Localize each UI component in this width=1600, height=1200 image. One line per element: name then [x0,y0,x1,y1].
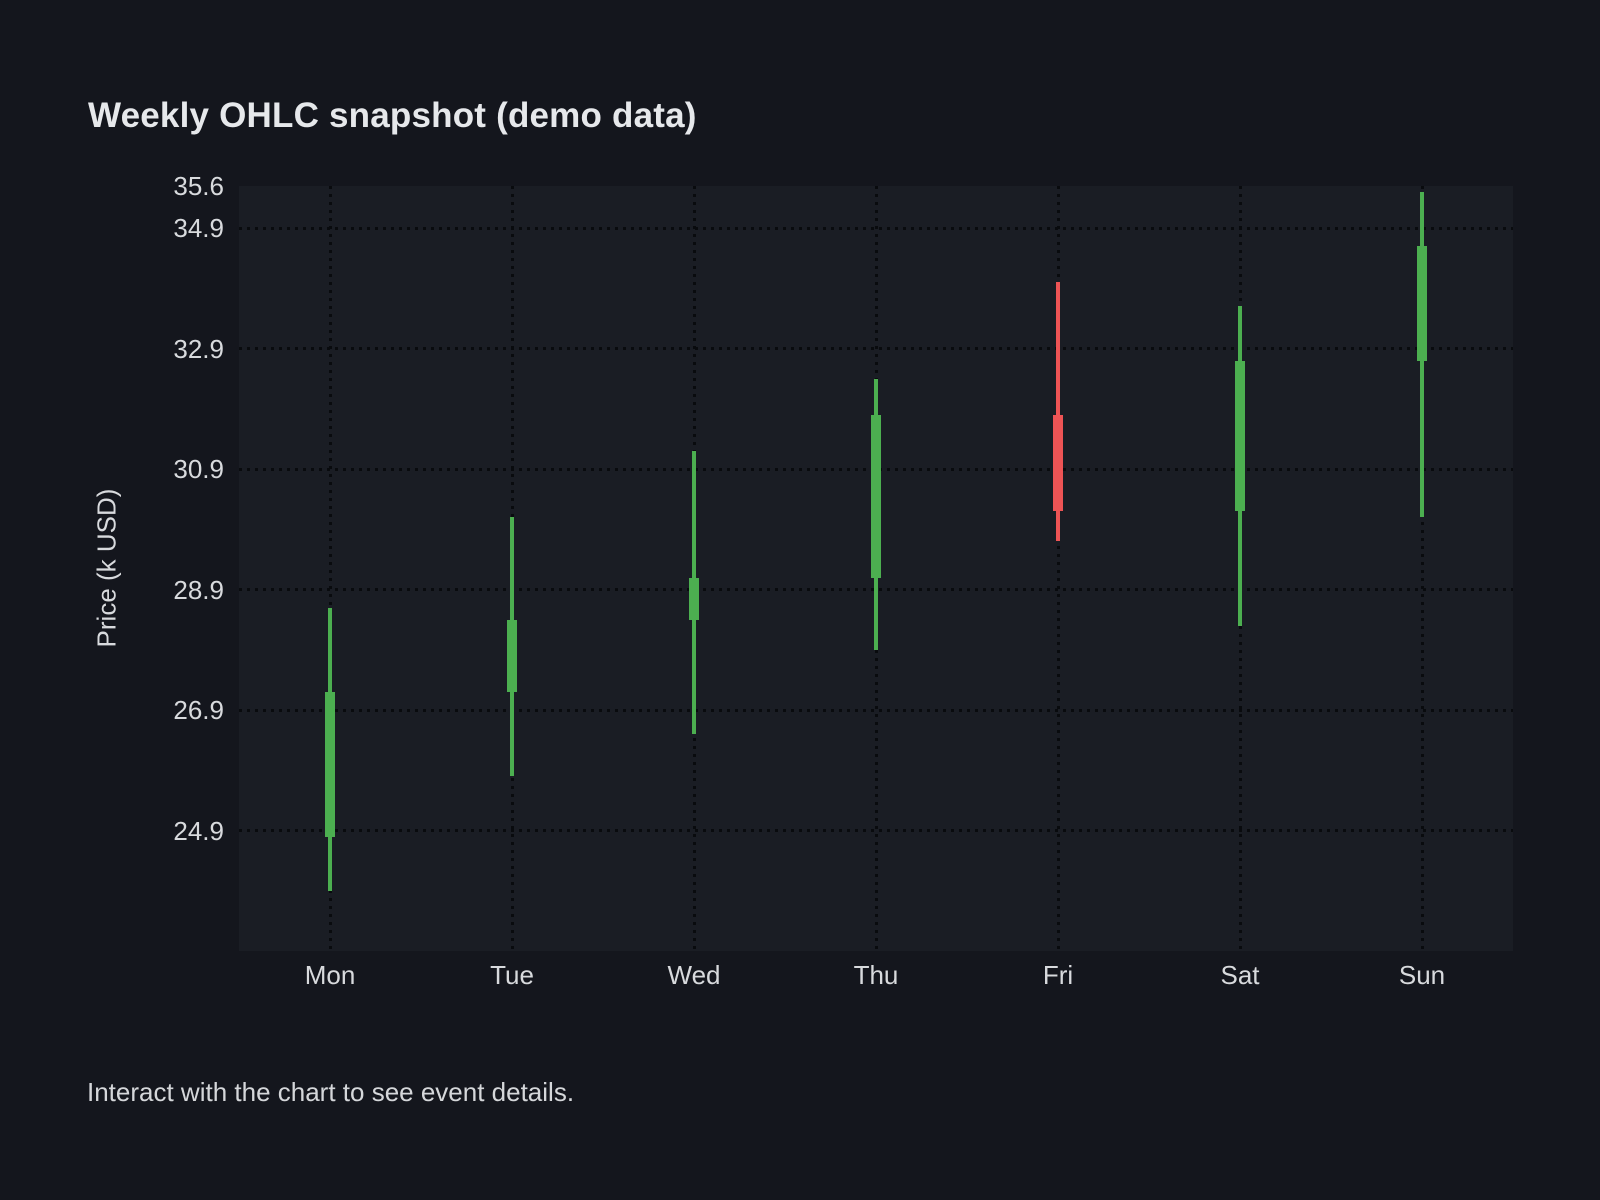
candle-body [325,691,335,837]
x-tick-label-fri: Fri [1042,960,1074,990]
chart-title: Weekly OHLC snapshot (demo data) [88,96,697,135]
x-tick-label-mon: Mon [304,960,356,990]
x-tick-label-tue: Tue [490,960,534,990]
x-tick-label-wed: Wed [667,960,721,990]
v-gridline [1420,186,1424,951]
y-tick-label: 30.9 [173,454,224,485]
candle-tue[interactable] [507,517,517,777]
y-tick-label: 35.6 [173,171,224,201]
y-axis-title: Price (k USD) [91,488,122,648]
candle-mon[interactable] [325,607,335,891]
y-tick-label: 24.9 [173,815,224,846]
v-gridline [328,186,332,951]
candle-body [507,619,517,692]
x-tick-label-thu: Thu [853,960,899,990]
candle-body [1417,246,1427,361]
y-tick-label: 26.9 [173,695,224,726]
footer-note: Interact with the chart to see event det… [87,1077,575,1107]
candle-fri[interactable] [1053,282,1063,542]
candle-body [1053,414,1063,512]
candle-wick [1056,282,1060,542]
y-tick-label: 32.9 [173,333,224,364]
candle-thu[interactable] [871,378,881,650]
candle-body [871,414,881,578]
y-tick-label: 28.9 [173,574,224,605]
x-tick-label-sat: Sat [1220,960,1260,990]
v-gridline [1056,186,1060,951]
candle-wed[interactable] [689,451,699,735]
candlestick-plot-area[interactable] [239,186,1513,951]
candle-sat[interactable] [1235,306,1245,626]
candle-body [1235,360,1245,512]
y-tick-label: 34.9 [173,213,224,244]
candle-body [689,577,699,620]
x-tick-label-sun: Sun [1398,960,1446,990]
candle-sun[interactable] [1417,192,1427,518]
